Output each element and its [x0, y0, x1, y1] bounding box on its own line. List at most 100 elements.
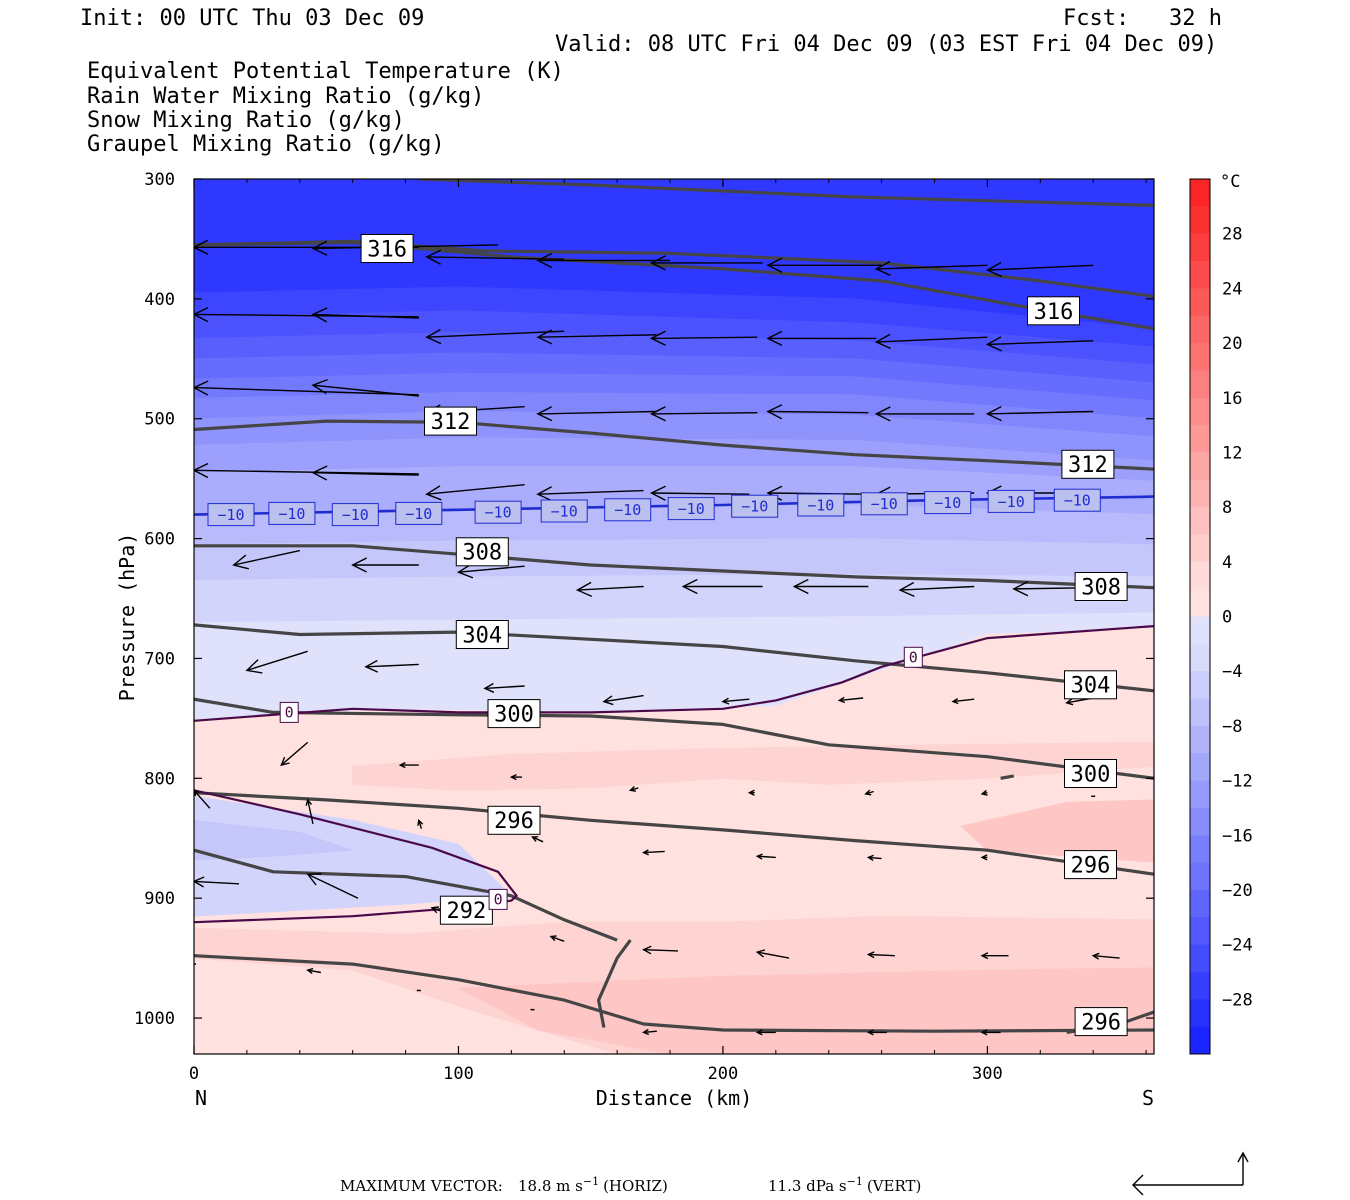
contour-label-text: 0 [494, 890, 503, 908]
wind-vector-head [980, 789, 988, 796]
wind-vector [898, 581, 975, 598]
x-end-label-left: N [195, 1086, 207, 1110]
contour-label-box [1061, 449, 1115, 479]
wind-vector-head [306, 873, 322, 886]
wind-vector-shaft [757, 855, 776, 859]
contour-label-text: 296 [1071, 854, 1111, 879]
colorbar-tick-label: 0 [1222, 608, 1232, 628]
contour-label-theta: 308 [455, 537, 509, 567]
wind-vector [681, 578, 763, 595]
colorbar-tick-label: −8 [1222, 717, 1242, 737]
wind-vector-head [649, 255, 666, 271]
wind-vector [306, 873, 359, 899]
theta-e-contour-296-9 [597, 939, 632, 1028]
theta-e-contour-316-2 [194, 239, 1154, 299]
wind-vector-shaft [987, 410, 1094, 415]
contour-label-text: −10 [741, 498, 768, 516]
contour-label-ten: −10 [207, 503, 255, 527]
contour-label-text: −10 [405, 505, 432, 523]
contour-label-box [395, 501, 443, 525]
contour-label-box [487, 805, 541, 835]
wind-vector [311, 465, 419, 481]
colorbar-segment [1190, 425, 1210, 453]
wind-vector-head [305, 798, 313, 806]
colorbar-segment [1190, 233, 1210, 262]
contour-label-theta: 304 [1064, 670, 1117, 700]
wind-vector [351, 557, 419, 573]
wind-vector-shaft [307, 799, 314, 825]
colorbar-segment [1190, 288, 1210, 317]
colorbar-segment [1190, 561, 1210, 590]
wind-vector [866, 951, 895, 959]
wind-vector [280, 741, 309, 767]
wind-vector-head [456, 563, 474, 579]
wind-vector [194, 380, 419, 396]
theta-e-contour-292-8 [194, 848, 618, 942]
contour-label-box [424, 406, 477, 436]
contour-label-box [903, 646, 923, 668]
contour-label-box [360, 234, 414, 263]
wind-vector-head [194, 380, 209, 396]
isotherm-zero-0 [194, 625, 1154, 722]
wind-vector-head [194, 876, 205, 888]
contour-label-box [207, 503, 255, 527]
wind-vector-head [755, 1029, 763, 1036]
y-tick-label: 900 [144, 889, 175, 909]
colorbar-tick-label: −20 [1222, 881, 1253, 901]
wind-vector [874, 260, 988, 277]
wind-vector-head [194, 306, 209, 323]
init-time: Init: 00 UTC Thu 03 Dec 09 [80, 6, 424, 31]
wind-vector [194, 462, 419, 479]
wind-vector-head [766, 404, 783, 420]
wind-vector-shaft [952, 698, 975, 703]
colorbar-segment [1190, 370, 1210, 399]
wind-vector-shaft [194, 789, 211, 809]
wind-vector-shaft [643, 949, 679, 952]
contour-label-ten: −10 [395, 501, 443, 525]
wind-vector [642, 1028, 657, 1036]
wind-vectors [194, 239, 1120, 1036]
wind-vector-head [985, 261, 1002, 278]
contour-label-zero: 0 [488, 888, 508, 910]
wind-vector-shaft [312, 384, 419, 397]
y-tick-label: 600 [144, 530, 175, 550]
wind-vector [980, 1029, 1001, 1036]
wind-vector-head [874, 406, 891, 422]
vert-exponent: −1 [847, 1175, 863, 1188]
contour-label-ten: −10 [797, 493, 845, 517]
wind-vector-shaft [365, 663, 419, 668]
wind-vector-shaft [307, 873, 359, 899]
wind-vector [985, 405, 1094, 422]
horiz-unit: (HORIZ) [603, 1177, 668, 1195]
wind-vector [311, 378, 419, 397]
wind-vector-shaft [987, 264, 1094, 271]
valid-time: Valid: 08 UTC Fri 04 Dec 09 (03 EST Fri … [555, 32, 1217, 57]
colorbar-segment [1190, 643, 1210, 672]
contour-label-text: 312 [1068, 453, 1108, 478]
wind-vector [837, 696, 864, 704]
wind-vector-head [280, 756, 290, 767]
contour-label-ten: −10 [604, 498, 652, 522]
colorbar-segment [1190, 397, 1210, 426]
contour-label-text: −10 [342, 506, 369, 524]
contour-label-text: 292 [447, 899, 487, 924]
contour-label-theta: 304 [455, 620, 509, 649]
wind-vector [721, 697, 750, 705]
wind-vector [456, 563, 525, 579]
contour-label-ten: −10 [987, 489, 1035, 513]
wind-vector-shaft [280, 741, 309, 766]
wind-vector-shaft [537, 334, 657, 338]
wind-vector-shaft [194, 880, 240, 885]
wind-vector-head [866, 854, 874, 861]
contour-label-box [488, 888, 508, 910]
x-tick-label: 200 [708, 1064, 739, 1084]
wind-vector-head [575, 581, 593, 598]
colorbar-segment [1190, 479, 1210, 508]
wind-vector [194, 789, 211, 809]
reference-vector-icon [1132, 1151, 1249, 1196]
wind-vector-shaft [246, 650, 308, 672]
wind-vector [194, 876, 240, 888]
contour-label-box [604, 498, 652, 522]
colorbar-segment [1190, 807, 1210, 836]
wind-vector-shaft [1093, 955, 1120, 959]
